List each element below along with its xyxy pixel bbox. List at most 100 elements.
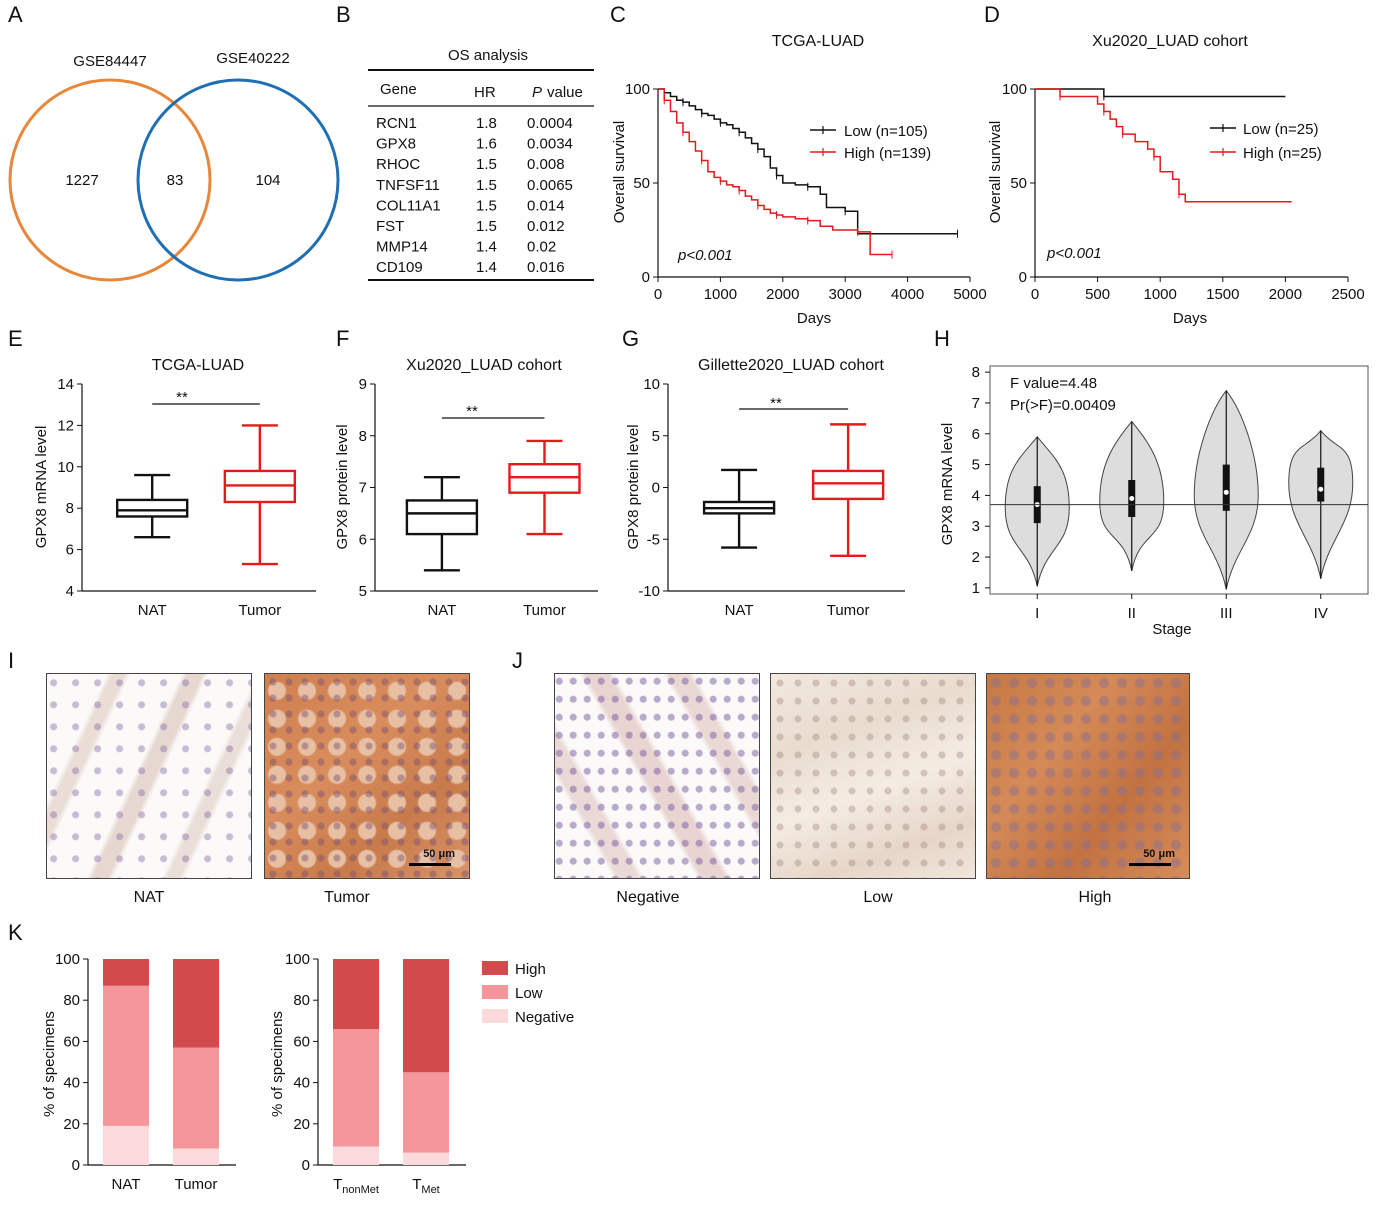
panel-label-b: B [336, 2, 351, 27]
bar-k-left-bar-high [173, 959, 219, 1048]
violin-h-fvalue: F value=4.48 [1010, 375, 1097, 392]
legend-negative-swatch [482, 1009, 508, 1023]
bar-k-left-y-tick-label: 100 [55, 951, 80, 968]
km-c-y-tick-label: 100 [625, 81, 650, 98]
violin-h-violin-iqr [1222, 464, 1230, 511]
panel-label-j: J [512, 648, 523, 673]
bar-k-right-y-tick-label: 40 [293, 1075, 310, 1092]
violin-h-ylabel: GPX8 mRNA level [939, 423, 956, 546]
os-table: OS analysis Gene HR P value RCN1 1.8 0.000… [368, 47, 594, 281]
km-d-x-tick-label: 2000 [1269, 286, 1302, 303]
box-f-title: Xu2020_LUAD cohort [406, 357, 562, 374]
violin-h-category-label: III [1220, 605, 1233, 622]
km-c-pvalue: p<0.001 [677, 247, 733, 264]
bar-k-left-bar-negative [173, 1148, 219, 1165]
km-c-curve-low [658, 88, 958, 235]
box-f-y-tick-label: 9 [359, 376, 367, 393]
bar-k-right-category-label: TnonMet [333, 1176, 379, 1196]
bar-k-right-y-tick-label: 20 [293, 1116, 310, 1133]
violin-h-violin-median [1223, 489, 1229, 495]
table-cell-p: 0.014 [527, 197, 565, 214]
km-d-y-tick-label: 100 [1002, 81, 1027, 98]
table-cell-hr: 1.6 [476, 136, 497, 153]
box-g-category-label: Tumor [827, 602, 870, 619]
ihc-nat-image [46, 673, 252, 879]
table-header-gene: Gene [380, 81, 417, 98]
km-d-legend-high: High (n=25) [1243, 145, 1322, 162]
ihc-caption-negative: Negative [616, 889, 680, 906]
table-cell-hr: 1.5 [476, 197, 497, 214]
box-f-box [405, 499, 479, 536]
box-f-ylabel: GPX8 protein level [334, 424, 351, 549]
bar-k-right-ylabel: % of specimens [269, 1011, 286, 1117]
km-d-x-tick-label: 2500 [1331, 286, 1364, 303]
km-c-x-tick-label: 2000 [766, 286, 799, 303]
box-f-significance: ** [466, 403, 478, 420]
table-cell-p: 0.0004 [527, 115, 573, 132]
violin-h-y-tick-label: 3 [972, 518, 980, 535]
km-c-x-tick-label: 3000 [829, 286, 862, 303]
km-d-pvalue: p<0.001 [1046, 245, 1102, 262]
box-g-y-tick-label: 5 [652, 428, 660, 445]
box-e-y-tick-label: 14 [57, 376, 74, 393]
table-cell-hr: 1.4 [476, 259, 497, 276]
table-header-hr: HR [474, 84, 496, 101]
table-cell-gene: CD109 [376, 259, 423, 276]
km-d-x-tick-label: 500 [1085, 286, 1110, 303]
box-e-title: TCGA-LUAD [152, 357, 244, 374]
km-d-y-tick-label: 0 [1019, 269, 1027, 286]
ihc-tumor-image: 50 μm [264, 673, 470, 879]
box-e-category-label: NAT [138, 602, 167, 619]
panel-label-i: I [8, 648, 14, 673]
ihc-high-image: 50 μm [986, 673, 1190, 879]
bar-k-right-category-label: TMet [412, 1176, 440, 1196]
table-cell-gene: RCN1 [376, 115, 417, 132]
km-d-xlabel: Days [1173, 310, 1207, 327]
table-cell-p: 0.0034 [527, 136, 573, 153]
box-f-y-tick-label: 7 [359, 480, 367, 497]
km-c-x-tick-label: 1000 [704, 286, 737, 303]
table-cell-p: 0.02 [527, 239, 556, 256]
bar-k-left-bar-low [173, 1047, 219, 1149]
box-e-y-tick-label: 12 [57, 417, 74, 434]
ihc-caption-low: Low [863, 889, 893, 906]
table-cell-hr: 1.5 [476, 177, 497, 194]
table-cell-hr: 1.5 [476, 156, 497, 173]
panel-label-f: F [336, 326, 349, 351]
legend-negative-label: Negative [515, 1009, 574, 1026]
box-g-box [811, 469, 885, 501]
km-d-curve-high [1035, 88, 1292, 203]
table-cell-hr: 1.8 [476, 115, 497, 132]
table-cell-gene: GPX8 [376, 136, 416, 153]
km-c-y-tick-label: 0 [642, 269, 650, 286]
bar-k-right-y-tick-label: 80 [293, 992, 310, 1009]
bar-k-right-y-tick-label: 100 [285, 951, 310, 968]
km-c-x-tick-label: 4000 [891, 286, 924, 303]
violin-h-y-tick-label: 6 [972, 426, 980, 443]
box-e-ylabel: GPX8 mRNA level [33, 426, 50, 549]
box-g-category-label: NAT [725, 602, 754, 619]
km-c-legend-high: High (n=139) [844, 145, 931, 162]
box-f-y-tick-label: 5 [359, 583, 367, 600]
legend-high-label: High [515, 961, 546, 978]
km-c-title: TCGA-LUAD [772, 33, 864, 50]
venn-left-count: 1227 [65, 172, 98, 189]
box-e-y-tick-label: 4 [66, 583, 74, 600]
table-cell-gene: TNFSF11 [376, 177, 440, 194]
violin-h-category-label: I [1035, 605, 1039, 622]
table-header-value: value [547, 84, 583, 101]
venn-right-name: GSE40222 [216, 50, 289, 67]
violin-h-violin-iqr [1317, 467, 1325, 502]
km-d-title: Xu2020_LUAD cohort [1092, 33, 1248, 50]
panel-label-k: K [8, 920, 23, 945]
box-f-y-tick-label: 6 [359, 531, 367, 548]
bar-k-left-y-tick-label: 0 [72, 1157, 80, 1174]
box-g-title: Gillette2020_LUAD cohort [698, 357, 884, 374]
ihc-high-scale-bar [1129, 863, 1171, 866]
km-d-x-tick-label: 1500 [1206, 286, 1239, 303]
ihc-caption-high: High [1078, 889, 1112, 906]
panel-label-d: D [984, 2, 1000, 27]
box-f-box [508, 463, 581, 494]
venn-circle-left [8, 78, 212, 282]
